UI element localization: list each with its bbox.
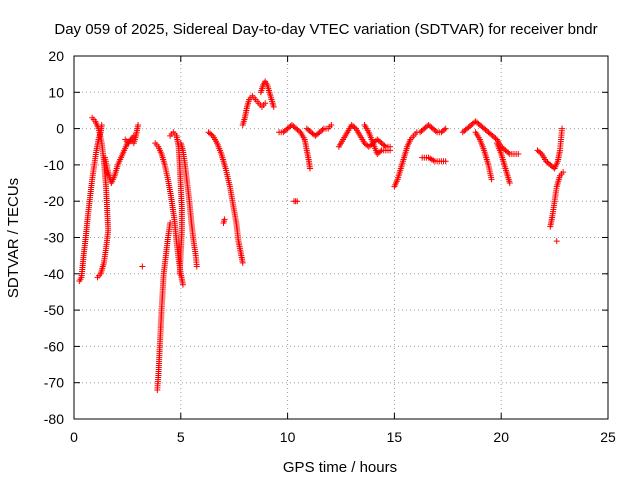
y-tick-label: -10	[44, 157, 64, 173]
data-point	[208, 131, 215, 138]
series-trace-08	[167, 129, 185, 277]
y-tick-label: -60	[44, 338, 64, 354]
y-axis-label: SDTVAR / TECUs	[5, 178, 22, 298]
y-tick-label: 0	[56, 121, 64, 137]
data-point	[294, 198, 301, 205]
data-point	[488, 176, 495, 183]
data-point	[506, 180, 513, 187]
series-trace-21	[419, 154, 449, 165]
axis-ticks: 0 5 10 15 20 25 -80 -70 -60 -50 -40 -30 -20 -10 0 10 20	[44, 48, 616, 445]
x-tick-label: 15	[387, 429, 403, 445]
data-point	[377, 148, 384, 155]
series-trace-19	[391, 129, 420, 190]
data-points	[76, 78, 567, 393]
data-point	[295, 128, 302, 135]
x-tick-label: 10	[280, 429, 296, 445]
data-point	[193, 263, 200, 270]
series-trace-06	[152, 140, 186, 288]
data-point	[135, 121, 142, 128]
y-tick-label: 20	[48, 48, 64, 64]
series-trace-12	[239, 92, 269, 128]
data-point	[559, 125, 566, 132]
data-point	[328, 121, 335, 128]
y-tick-label: -70	[44, 375, 64, 391]
series-trace-04	[122, 132, 137, 147]
series-trace-17	[335, 121, 394, 150]
data-point	[262, 100, 269, 107]
data-point	[381, 142, 388, 149]
series-trace-15	[291, 198, 301, 205]
series-trace-16	[303, 121, 335, 139]
y-tick-label: -20	[44, 193, 64, 209]
series-trace-22	[459, 118, 522, 158]
x-axis-label: GPS time / hours	[283, 459, 397, 476]
data-point	[442, 125, 449, 132]
series-trace-07	[154, 219, 174, 393]
data-point	[387, 147, 394, 154]
series-trace-18	[361, 121, 394, 158]
series-trace-14	[276, 121, 314, 172]
chart-title: Day 059 of 2025, Sidereal Day-to-day VTE…	[54, 21, 597, 38]
y-tick-label: -30	[44, 230, 64, 246]
grid-lines	[74, 56, 608, 419]
data-point	[432, 128, 439, 135]
series-trace-01	[76, 121, 105, 285]
series-trace-09	[177, 140, 200, 270]
data-point	[176, 270, 183, 277]
data-point	[553, 238, 560, 245]
data-point	[319, 126, 326, 133]
data-point	[351, 124, 358, 131]
data-point	[94, 274, 101, 281]
data-point	[130, 132, 137, 139]
series-trace-20	[417, 121, 449, 136]
series-trace-25	[534, 125, 566, 172]
x-tick-label: 0	[70, 429, 78, 445]
series-trace-23	[472, 129, 495, 183]
data-point	[239, 259, 246, 266]
series-trace-11	[220, 216, 228, 226]
series-trace-10	[205, 129, 246, 266]
series-trace-13	[257, 78, 277, 110]
data-point	[441, 126, 448, 133]
x-tick-label: 5	[177, 429, 185, 445]
y-tick-label: -80	[44, 411, 64, 427]
data-point	[221, 216, 228, 223]
data-point	[167, 219, 174, 226]
data-point	[179, 281, 186, 288]
data-point	[442, 158, 449, 165]
data-point	[270, 103, 277, 110]
series-trace-27	[553, 238, 560, 245]
data-point	[515, 151, 522, 158]
data-point	[560, 169, 567, 176]
series-trace-26	[547, 169, 567, 230]
y-tick-label: -50	[44, 302, 64, 318]
x-tick-label: 25	[600, 429, 616, 445]
data-point	[505, 149, 512, 156]
data-point	[537, 149, 544, 156]
series-trace-24	[493, 140, 513, 187]
x-tick-label: 20	[493, 429, 509, 445]
data-point	[139, 263, 146, 270]
y-tick-label: -40	[44, 266, 64, 282]
data-point	[307, 165, 314, 172]
series-trace-05	[139, 263, 146, 270]
data-point	[492, 135, 499, 142]
y-tick-label: 10	[48, 84, 64, 100]
